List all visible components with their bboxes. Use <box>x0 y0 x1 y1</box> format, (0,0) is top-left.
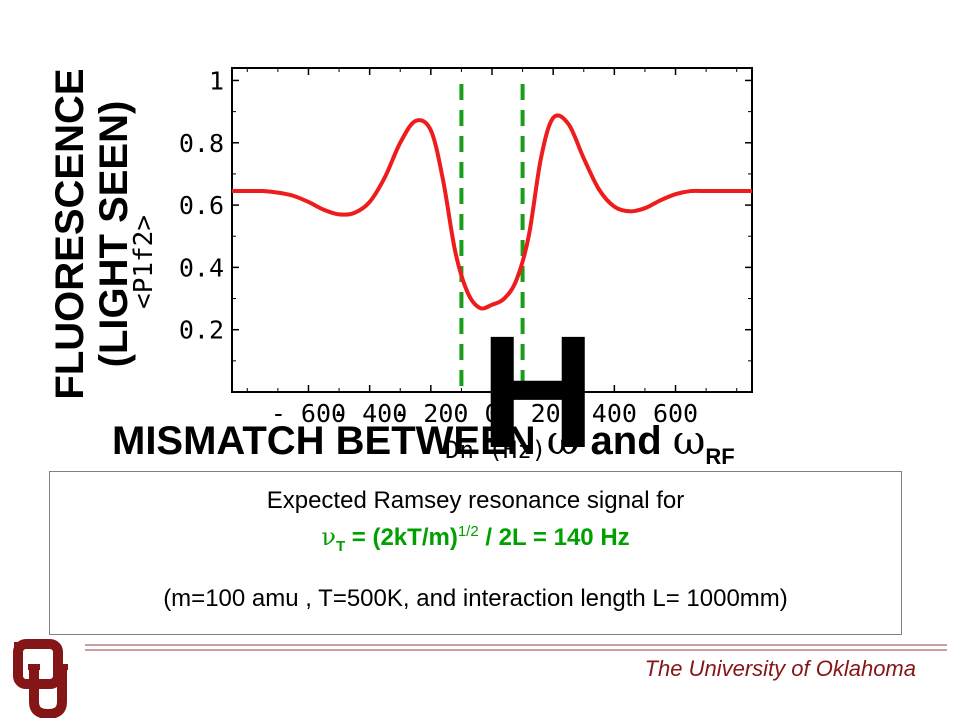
mismatch-text: MISMATCH BETWEEN <box>112 419 536 463</box>
fluorescence-title-line1: FLUORESCENCE <box>48 68 92 400</box>
y-tick-label: 0.4 <box>179 253 224 282</box>
formula-part-a: = (2kT/m) <box>351 524 458 551</box>
nu-symbol: ν <box>321 523 336 551</box>
university-name: The University of Oklahoma <box>644 656 916 681</box>
fluorescence-curve <box>232 113 752 311</box>
x-tick-label: 200 <box>531 399 576 428</box>
formula-part-b: / 2L = 140 Hz <box>485 524 630 551</box>
x-tick-label: - 400 <box>332 399 407 428</box>
x-tick-label: 0 <box>484 399 499 428</box>
y-axis: 0.2 0.4 0.6 0.8 1 <box>179 66 752 362</box>
mismatch-heading: MISMATCH BETWEEN ω and ωRF <box>112 418 735 470</box>
x-tick-label: 400 <box>592 399 637 428</box>
footer-rule <box>85 644 947 646</box>
x-tick-label: - 200 <box>393 399 468 428</box>
footer-rule-secondary <box>85 649 947 651</box>
formula-exponent: 1/2 <box>457 523 479 540</box>
y-tick-label: 0.8 <box>179 129 224 158</box>
y-tick-label: 1 <box>209 66 224 95</box>
x-tick-label: 600 <box>653 399 698 428</box>
caption-formula: νT = (2kT/m)1/2 / 2L = 140 Hz <box>50 523 901 555</box>
caption-line3: (m=100 amu , T=500K, and interaction len… <box>163 585 788 612</box>
y-axis-label: <P1f2> <box>129 215 159 309</box>
fluorescence-title-line2: (LIGHT SEEN) <box>92 100 136 368</box>
ou-logo <box>13 639 68 718</box>
omega-rf-symbol: ω <box>672 418 706 464</box>
fluorescence-title: FLUORESCENCE (LIGHT SEEN) <box>48 38 136 430</box>
mismatch-and: and <box>590 419 662 463</box>
caption-line1: Expected Ramsey resonance signal for <box>266 487 685 514</box>
x-axis-label: Dn (Hz) <box>445 436 546 464</box>
caption-box: Expected Ramsey resonance signal for νT … <box>49 471 902 635</box>
x-axis: - 600- 400- 200 0 200 400 600 <box>246 68 738 428</box>
y-tick-label: 0.6 <box>179 191 224 220</box>
nu-subscript: T <box>335 538 346 555</box>
bracket-glyph: H <box>480 302 596 481</box>
y-tick-label: 0.2 <box>179 316 224 345</box>
omega-symbol: ω <box>546 418 580 464</box>
series-layer <box>232 113 752 311</box>
x-tick-label: - 600 <box>271 399 346 428</box>
rf-subscript: RF <box>705 444 735 469</box>
